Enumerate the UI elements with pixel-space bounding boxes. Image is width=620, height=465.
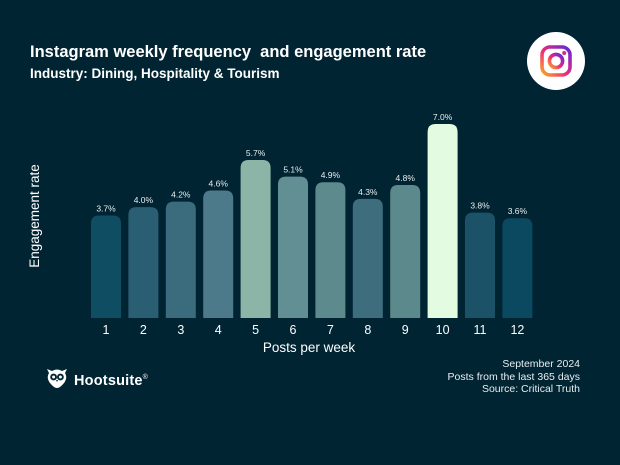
bar-10 [427, 124, 458, 318]
brand-registered-mark: ® [142, 373, 149, 381]
value-label-1: 3.7% [96, 203, 116, 213]
x-axis-label: Posts per week [263, 340, 356, 355]
chart-title: Instagram weekly frequency and engagemen… [30, 43, 427, 61]
x-tick-label-3: 3 [177, 323, 184, 337]
bar-5 [240, 160, 271, 318]
x-tick-label-9: 9 [402, 323, 409, 337]
value-label-3: 4.2% [171, 190, 191, 200]
value-label-12: 3.6% [508, 206, 528, 216]
x-tick-label-11: 11 [474, 323, 487, 337]
brand-name: Hootsuite® [74, 373, 148, 389]
value-label-6: 5.1% [283, 165, 303, 175]
x-tick-label-1: 1 [103, 323, 110, 337]
footnote-date: September 2024 [502, 358, 580, 370]
bar-9 [390, 184, 421, 318]
chart-subtitle: Industry: Dining, Hospitality & Tourism [30, 66, 280, 81]
bar-3 [165, 201, 196, 318]
value-label-9: 4.8% [396, 173, 416, 183]
value-label-4: 4.6% [209, 179, 229, 189]
x-tick-label-5: 5 [252, 323, 259, 337]
x-tick-label-12: 12 [510, 323, 524, 337]
value-label-7: 4.9% [321, 170, 341, 180]
bar-12 [502, 218, 533, 318]
value-label-5: 5.7% [246, 148, 266, 158]
x-tick-label-10: 10 [436, 323, 450, 337]
bar-6 [278, 176, 308, 318]
x-tick-label-8: 8 [364, 323, 371, 337]
bar-11 [465, 212, 495, 318]
value-label-8: 4.3% [358, 187, 378, 197]
x-tick-label-6: 6 [290, 323, 297, 337]
x-tick-label-7: 7 [327, 323, 334, 337]
x-tick-label-4: 4 [215, 323, 222, 337]
value-label-11: 3.8% [470, 201, 490, 211]
brand-name-text: Hootsuite [74, 372, 143, 389]
bar-4 [203, 190, 234, 318]
bar-8 [352, 198, 383, 318]
value-label-2: 4.0% [134, 195, 154, 205]
footnote-source: Source: Critical Truth [481, 383, 580, 395]
value-label-10: 7.0% [433, 112, 453, 122]
footnote-range: Posts from the last 365 days [447, 370, 580, 383]
x-tick-label-2: 2 [140, 323, 147, 337]
bar-2 [128, 207, 159, 318]
hootsuite-owl-logo-icon [46, 368, 68, 393]
bar-1 [91, 215, 121, 318]
footnotes: September 2024 Posts from the last 365 d… [448, 358, 580, 396]
brand-logo: Hootsuite® [46, 368, 148, 393]
y-axis-label: Engagement rate [27, 164, 42, 268]
bar-7 [315, 182, 346, 318]
instagram-logo-icon [527, 32, 585, 90]
